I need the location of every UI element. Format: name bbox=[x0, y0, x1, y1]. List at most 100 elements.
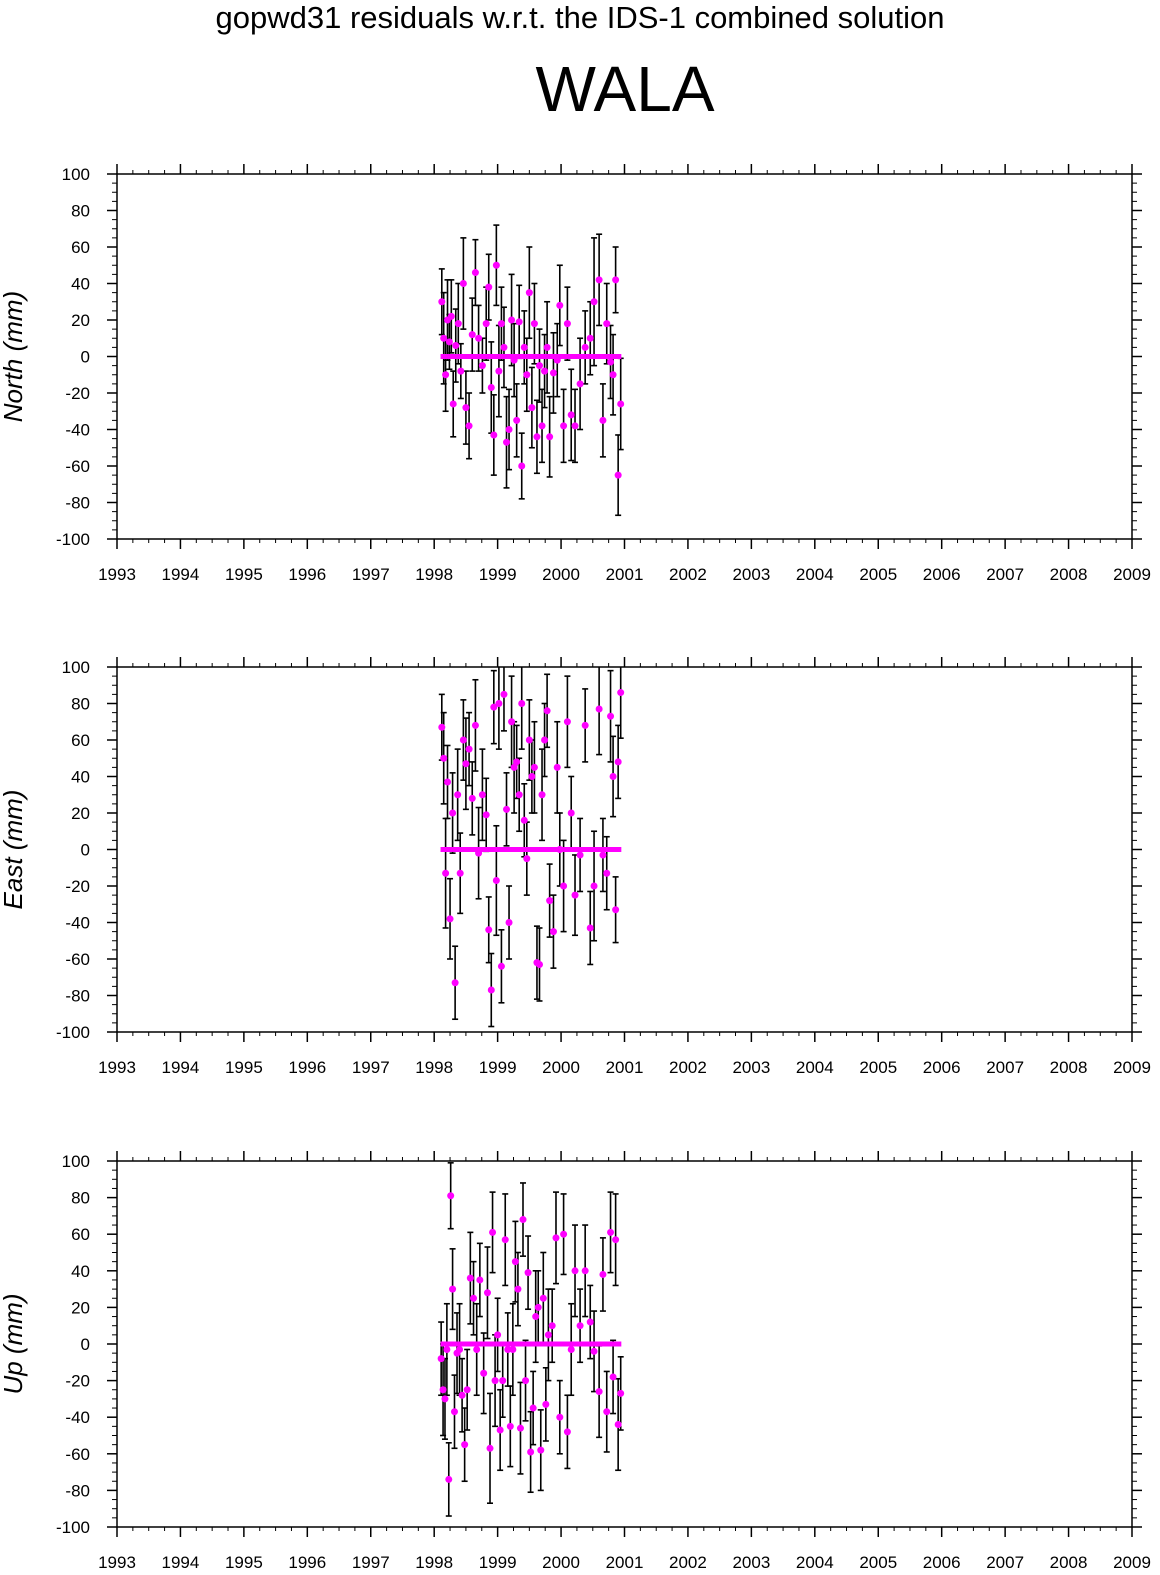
data-point bbox=[457, 367, 465, 375]
data-point bbox=[556, 1413, 564, 1421]
data-point bbox=[482, 811, 490, 819]
data-point bbox=[567, 411, 575, 419]
x-tick-label: 2003 bbox=[732, 565, 770, 584]
data-point bbox=[446, 915, 454, 923]
data-point bbox=[523, 855, 531, 863]
data-point bbox=[581, 1267, 589, 1275]
data-point bbox=[563, 320, 571, 328]
data-point bbox=[528, 404, 536, 412]
data-point bbox=[501, 1236, 509, 1244]
data-point bbox=[614, 471, 622, 479]
x-tick-label: 1994 bbox=[162, 1553, 200, 1572]
data-layer bbox=[438, 667, 625, 1028]
data-point bbox=[506, 1422, 514, 1430]
data-point bbox=[482, 320, 490, 328]
data-point bbox=[510, 763, 518, 771]
y-axis-label: East (mm) bbox=[0, 790, 28, 910]
y-tick-label: -100 bbox=[56, 530, 90, 549]
data-point bbox=[504, 1345, 512, 1353]
data-point bbox=[442, 869, 450, 877]
data-point bbox=[523, 371, 531, 379]
data-point bbox=[465, 422, 473, 430]
data-point bbox=[444, 778, 452, 786]
y-tick-label: -80 bbox=[65, 987, 90, 1006]
data-point bbox=[500, 690, 508, 698]
data-point bbox=[527, 1448, 535, 1456]
y-tick-label: -60 bbox=[65, 1445, 90, 1464]
data-point bbox=[486, 1444, 494, 1452]
data-point bbox=[462, 760, 470, 768]
y-tick-label: 80 bbox=[71, 202, 90, 221]
x-tick-label: 1994 bbox=[162, 565, 200, 584]
data-point bbox=[490, 431, 498, 439]
x-tick-label: 1995 bbox=[225, 1553, 263, 1572]
y-tick-label: 60 bbox=[71, 1225, 90, 1244]
data-point bbox=[546, 897, 554, 905]
x-tick-label: 2003 bbox=[732, 1553, 770, 1572]
data-point bbox=[607, 1228, 615, 1236]
data-point bbox=[553, 356, 561, 364]
y-tick-label: 20 bbox=[71, 1298, 90, 1317]
y-tick-label: -20 bbox=[65, 384, 90, 403]
y-tick-label: -60 bbox=[65, 457, 90, 476]
x-tick-label: 1996 bbox=[288, 1553, 326, 1572]
data-point bbox=[535, 960, 543, 968]
data-point bbox=[454, 320, 462, 328]
x-tick-label: 1993 bbox=[98, 565, 136, 584]
x-tick-label: 2001 bbox=[606, 1553, 644, 1572]
figure-title: gopwd31 residuals w.r.t. the IDS-1 combi… bbox=[215, 0, 945, 35]
data-point bbox=[614, 758, 622, 766]
y-axis-label: North (mm) bbox=[0, 291, 28, 422]
data-point bbox=[571, 891, 579, 899]
data-point bbox=[491, 1377, 499, 1385]
x-tick-label: 2006 bbox=[923, 565, 961, 584]
data-point bbox=[478, 791, 486, 799]
y-tick-label: 80 bbox=[71, 695, 90, 714]
data-point bbox=[609, 773, 617, 780]
data-point bbox=[515, 318, 523, 326]
data-point bbox=[480, 1369, 488, 1377]
x-tick-label: 2002 bbox=[669, 1058, 707, 1077]
data-point bbox=[441, 1395, 449, 1403]
data-point bbox=[514, 1285, 522, 1293]
data-point bbox=[459, 736, 467, 744]
data-point bbox=[563, 1428, 571, 1436]
y-tick-label: 0 bbox=[81, 841, 90, 860]
data-point bbox=[603, 869, 611, 877]
data-point bbox=[490, 703, 498, 711]
data-point bbox=[503, 805, 511, 813]
data-point bbox=[442, 371, 450, 379]
data-point bbox=[586, 924, 594, 932]
data-point bbox=[454, 791, 462, 799]
y-tick-label: -40 bbox=[65, 1408, 90, 1427]
data-point bbox=[544, 1331, 552, 1339]
data-point bbox=[571, 422, 579, 430]
data-point bbox=[489, 1228, 497, 1236]
data-point bbox=[443, 1345, 451, 1353]
data-point bbox=[556, 301, 564, 309]
data-point bbox=[612, 276, 620, 284]
x-tick-label: 1999 bbox=[479, 565, 517, 584]
data-point bbox=[499, 1377, 507, 1385]
data-point bbox=[483, 1289, 491, 1297]
data-point bbox=[518, 700, 526, 707]
y-tick-label: 60 bbox=[71, 731, 90, 750]
data-point bbox=[445, 1475, 453, 1483]
data-point bbox=[509, 1345, 517, 1353]
x-tick-label: 2004 bbox=[796, 565, 834, 584]
data-point bbox=[612, 906, 620, 914]
data-point bbox=[492, 877, 500, 885]
data-point bbox=[567, 1345, 575, 1353]
x-tick-label: 2004 bbox=[796, 1058, 834, 1077]
data-point bbox=[530, 763, 538, 771]
data-point bbox=[461, 1441, 469, 1449]
data-point bbox=[485, 283, 493, 291]
data-point bbox=[470, 1294, 478, 1302]
x-tick-label: 1998 bbox=[415, 1553, 453, 1572]
data-point bbox=[519, 1216, 527, 1224]
data-point bbox=[452, 342, 460, 350]
data-point bbox=[468, 794, 476, 802]
data-point bbox=[525, 289, 533, 297]
data-point bbox=[463, 1386, 471, 1394]
